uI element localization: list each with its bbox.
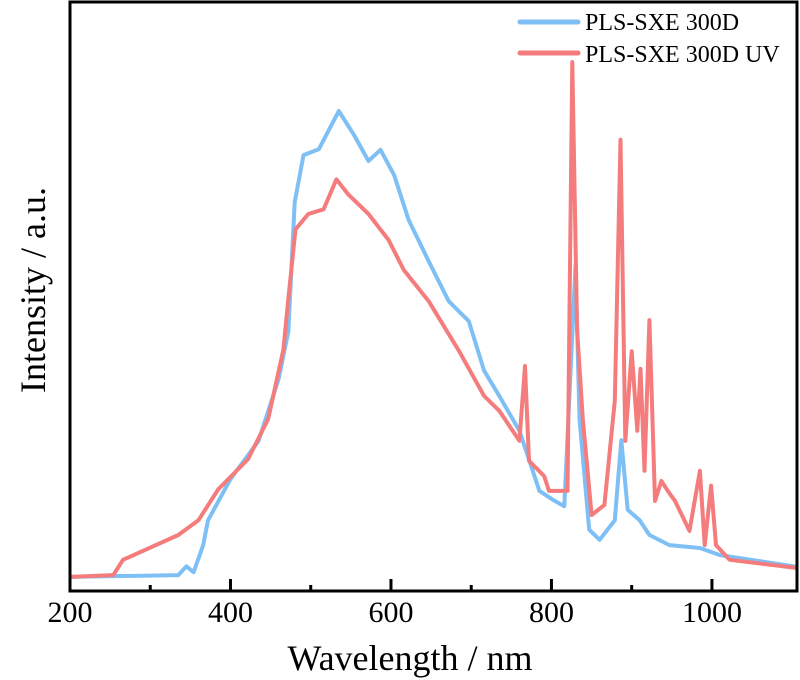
series-line-red [69, 60, 798, 579]
x-tick-label: 400 [208, 596, 253, 629]
x-tick-label: 200 [48, 596, 93, 629]
legend: PLS-SXE 300D PLS-SXE 300D UV [517, 10, 780, 68]
legend-label-red: PLS-SXE 300D UV [585, 42, 780, 68]
series-line-blue [69, 109, 798, 579]
x-axis-title: Wavelength / nm [287, 638, 532, 678]
legend-label-blue: PLS-SXE 300D [585, 10, 739, 36]
x-tick-label: 600 [368, 596, 413, 629]
x-tick-label: 1000 [682, 596, 742, 629]
series-layer [69, 60, 798, 579]
y-axis-title: Intensity / a.u. [13, 187, 53, 393]
plot-frame [68, 0, 799, 593]
x-tick-label: 800 [529, 596, 574, 629]
x-ticks: 200 400 600 800 1000 [48, 579, 742, 629]
